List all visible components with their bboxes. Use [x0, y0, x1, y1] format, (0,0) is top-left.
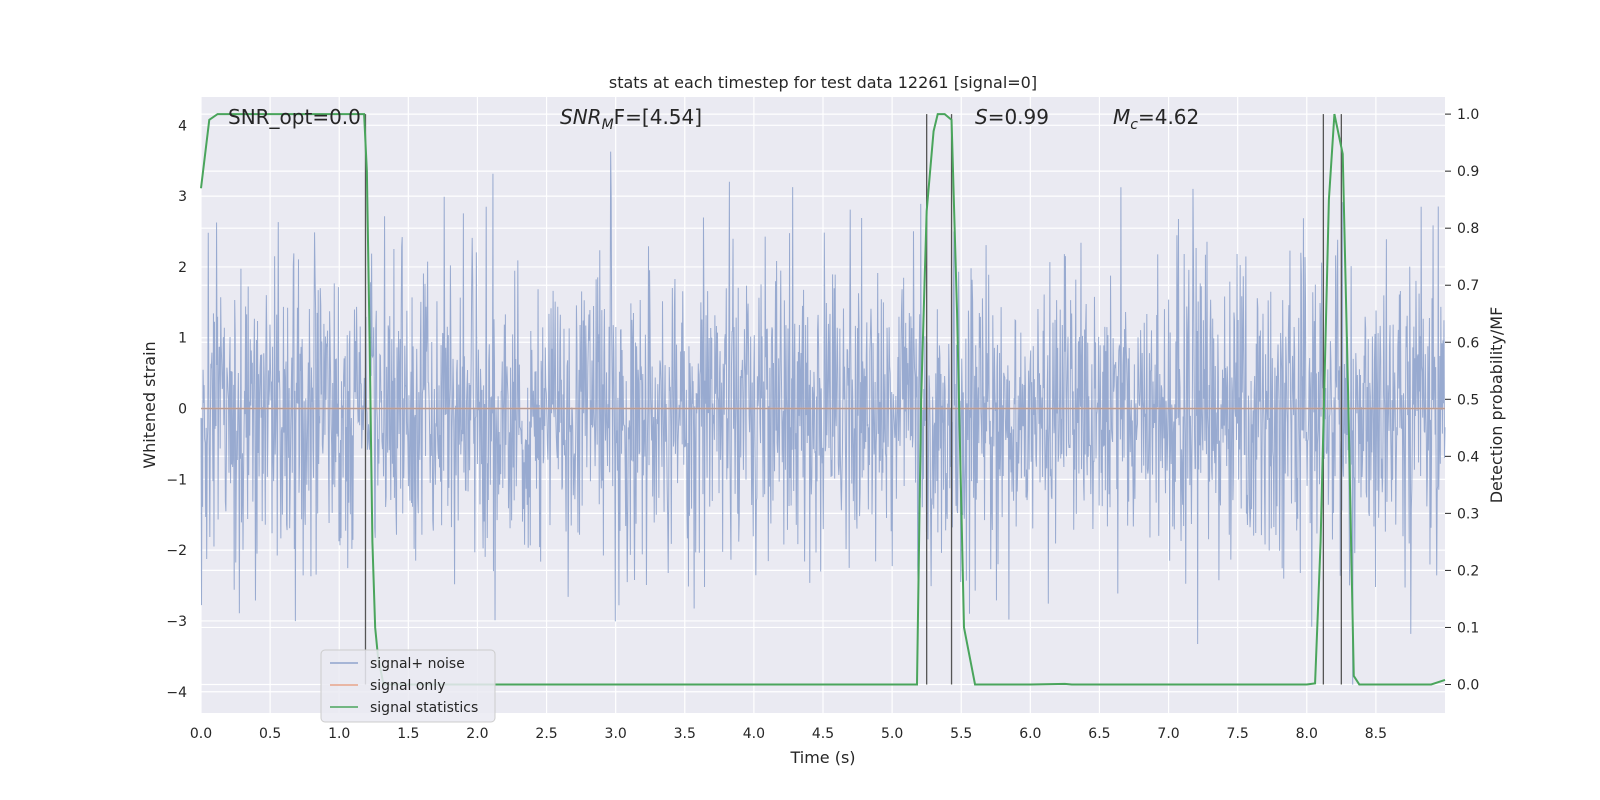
signal-noise-line — [200, 151, 1446, 685]
y-tick-label: 2 — [178, 260, 187, 276]
y-tick-label: −4 — [166, 685, 187, 701]
legend-label-signal-only: signal only — [370, 678, 445, 694]
x-tick-label: 4.0 — [743, 726, 765, 742]
y-tick-label: 4 — [178, 118, 187, 134]
x-tick-label: 3.0 — [605, 726, 627, 742]
x-tick-label: 2.0 — [466, 726, 488, 742]
y-right-tick-label: 0.8 — [1457, 221, 1479, 237]
snr-mf-sub: M — [602, 117, 614, 133]
y-right-tick-labels: 0.0 0.1 0.2 0.3 0.4 0.5 0.6 0.7 0.8 0.9 1.0 — [1445, 107, 1479, 693]
x-tick-label: 7.0 — [1157, 726, 1179, 742]
snr-mf-rest: F=[4.54] — [614, 105, 702, 129]
y-axis-label: Whitened strain — [140, 341, 159, 468]
signal-statistics-line — [200, 113, 1446, 686]
chart-title: stats at each timestep for test data 122… — [609, 73, 1037, 92]
signal-statistics-series — [200, 113, 1446, 686]
x-tick-label: 0.5 — [259, 726, 281, 742]
s-rest: =0.99 — [988, 105, 1049, 129]
y-tick-label: −1 — [166, 472, 187, 488]
y-right-tick-label: 0.3 — [1457, 506, 1479, 522]
x-tick-label: 1.5 — [397, 726, 419, 742]
legend: signal+ noise signal only signal statist… — [320, 649, 496, 723]
y-right-tick-label: 0.1 — [1457, 620, 1479, 636]
y-tick-label: 0 — [178, 402, 187, 418]
y-right-tick-label: 0.9 — [1457, 164, 1479, 180]
mc-main: M — [1113, 105, 1130, 129]
y-right-axis-label: Detection probability/MF — [1487, 307, 1506, 504]
x-tick-label: 6.5 — [1088, 726, 1110, 742]
y-tick-labels: −4 −3 −2 −1 0 1 2 3 4 — [166, 118, 187, 700]
x-tick-label: 7.5 — [1227, 726, 1249, 742]
x-tick-label: 3.5 — [674, 726, 696, 742]
signal-noise-series — [200, 151, 1446, 685]
x-tick-label: 1.0 — [328, 726, 350, 742]
x-tick-label: 6.0 — [1019, 726, 1041, 742]
mc-annotation: Mc=4.62 — [1113, 105, 1199, 133]
x-tick-label: 2.5 — [535, 726, 557, 742]
y-right-tick-label: 0.5 — [1457, 392, 1479, 408]
x-axis-label: Time (s) — [789, 748, 855, 767]
snr-mf-main: SNR — [560, 105, 602, 129]
x-tick-label: 8.0 — [1296, 726, 1318, 742]
x-tick-label: 5.0 — [881, 726, 903, 742]
y-right-tick-label: 0.6 — [1457, 335, 1479, 351]
x-tick-label: 5.5 — [950, 726, 972, 742]
y-right-tick-label: 0.0 — [1457, 677, 1479, 693]
y-tick-label: −2 — [166, 543, 187, 559]
mc-sub: c — [1130, 117, 1138, 133]
s-annotation: S=0.99 — [975, 105, 1049, 129]
y-right-tick-label: 1.0 — [1457, 107, 1479, 123]
y-right-tick-label: 0.4 — [1457, 449, 1479, 465]
s-var: S — [975, 105, 988, 129]
y-tick-label: −3 — [166, 614, 187, 630]
x-tick-labels: 0.0 0.5 1.0 1.5 2.0 2.5 3.0 3.5 4.0 4.5 5.0 5.5 6.0 6… — [190, 726, 1387, 742]
mc-rest: =4.62 — [1138, 105, 1199, 129]
y-tick-label: 3 — [178, 189, 187, 205]
x-tick-label: 4.5 — [812, 726, 834, 742]
snr-mf-annotation: SNRMF=[4.54] — [560, 105, 702, 133]
y-right-tick-label: 0.2 — [1457, 563, 1479, 579]
x-tick-label: 0.0 — [190, 726, 212, 742]
y-right-tick-label: 0.7 — [1457, 278, 1479, 294]
legend-label-signal-statistics: signal statistics — [370, 700, 478, 716]
x-tick-label: 8.5 — [1365, 726, 1387, 742]
legend-box — [320, 649, 496, 723]
legend-label-signal-noise: signal+ noise — [370, 656, 465, 672]
y-tick-label: 1 — [178, 331, 187, 347]
snr-opt-annotation: SNR_opt=0.0 — [228, 105, 361, 129]
